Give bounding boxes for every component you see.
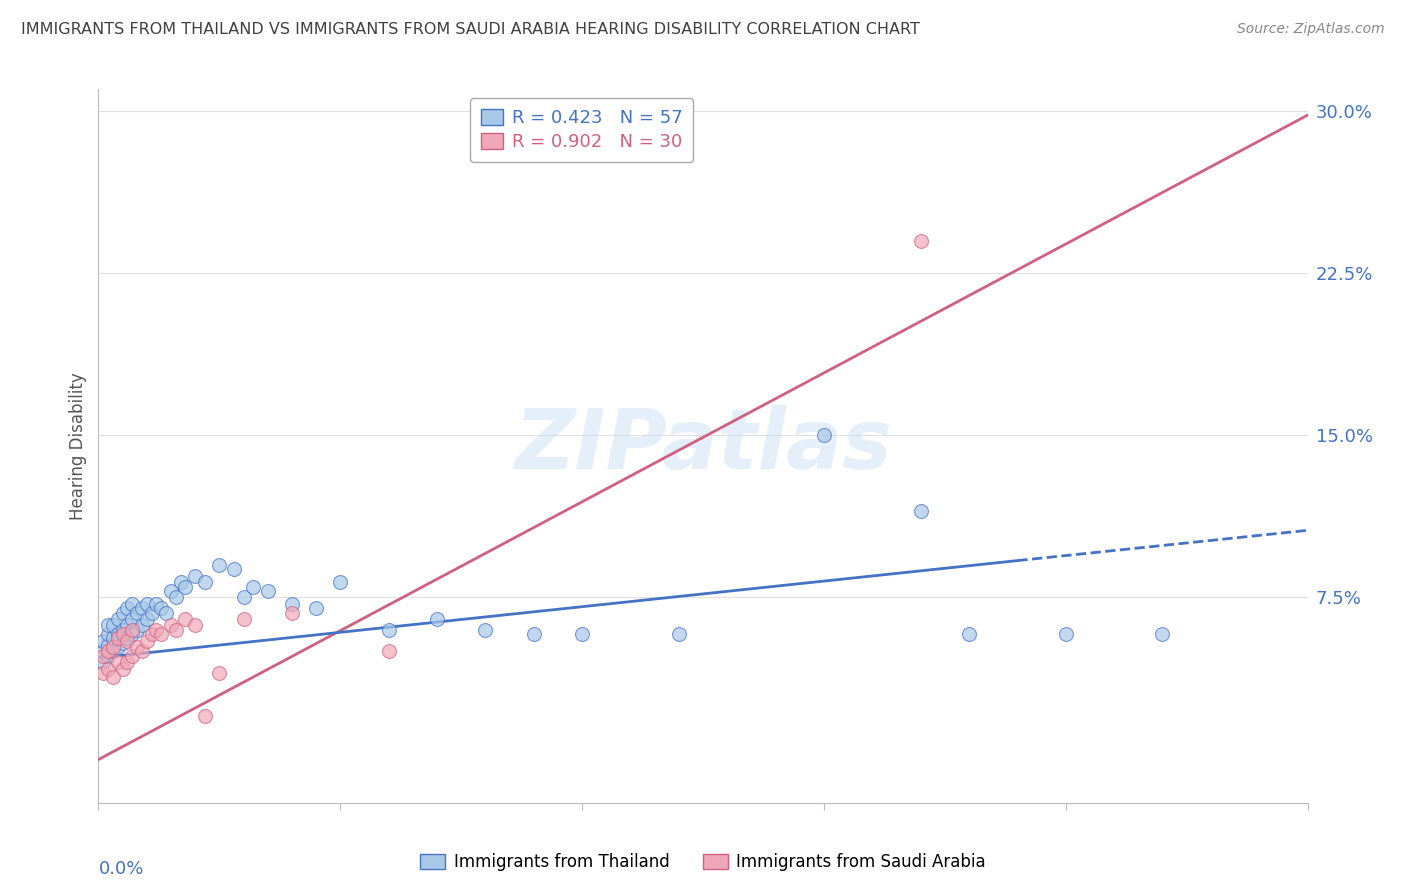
- Point: [101, 618, 124, 632]
- Point: [377, 644, 399, 658]
- Point: [111, 623, 134, 637]
- Point: [141, 627, 163, 641]
- Point: [107, 627, 129, 641]
- Point: [121, 627, 143, 641]
- Point: [91, 644, 114, 658]
- Point: [165, 591, 187, 605]
- Point: [377, 623, 399, 637]
- Point: [165, 623, 187, 637]
- Point: [97, 618, 120, 632]
- Point: [97, 644, 120, 658]
- Point: [232, 591, 254, 605]
- Point: [184, 568, 207, 582]
- Point: [97, 648, 120, 663]
- Point: [117, 632, 139, 646]
- Point: [668, 627, 690, 641]
- Point: [222, 562, 245, 576]
- Point: [121, 612, 143, 626]
- Point: [121, 623, 143, 637]
- Point: [150, 627, 173, 641]
- Point: [111, 636, 134, 650]
- Point: [117, 601, 139, 615]
- Point: [145, 597, 167, 611]
- Point: [117, 618, 139, 632]
- Point: [101, 644, 124, 658]
- Point: [107, 640, 129, 654]
- Point: [155, 606, 177, 620]
- Point: [145, 623, 167, 637]
- Point: [107, 612, 129, 626]
- Point: [141, 606, 163, 620]
- Point: [281, 597, 304, 611]
- Point: [174, 612, 197, 626]
- Point: [194, 709, 217, 723]
- Point: [91, 648, 114, 663]
- Point: [127, 606, 149, 620]
- Point: [131, 601, 153, 615]
- Point: [305, 601, 328, 615]
- Point: [813, 428, 835, 442]
- Point: [131, 644, 153, 658]
- Point: [208, 666, 231, 681]
- Text: 0.0%: 0.0%: [98, 860, 143, 878]
- Point: [910, 234, 932, 248]
- Point: [1152, 627, 1174, 641]
- Point: [135, 612, 157, 626]
- Point: [127, 640, 149, 654]
- Point: [208, 558, 231, 572]
- Point: [329, 575, 352, 590]
- Point: [111, 627, 134, 641]
- Point: [232, 612, 254, 626]
- Point: [97, 662, 120, 676]
- Text: ZIPatlas: ZIPatlas: [515, 406, 891, 486]
- Point: [91, 633, 114, 648]
- Point: [91, 655, 114, 669]
- Point: [135, 633, 157, 648]
- Y-axis label: Hearing Disability: Hearing Disability: [69, 372, 87, 520]
- Point: [474, 623, 496, 637]
- Point: [107, 632, 129, 646]
- Point: [160, 618, 183, 632]
- Point: [107, 655, 129, 669]
- Point: [426, 612, 449, 626]
- Point: [121, 648, 143, 663]
- Point: [121, 597, 143, 611]
- Text: IMMIGRANTS FROM THAILAND VS IMMIGRANTS FROM SAUDI ARABIA HEARING DISABILITY CORR: IMMIGRANTS FROM THAILAND VS IMMIGRANTS F…: [21, 22, 920, 37]
- Point: [523, 627, 546, 641]
- Point: [242, 580, 264, 594]
- Point: [91, 666, 114, 681]
- Point: [127, 623, 149, 637]
- Point: [281, 606, 304, 620]
- Point: [135, 597, 157, 611]
- Point: [131, 618, 153, 632]
- Point: [111, 606, 134, 620]
- Point: [97, 638, 120, 652]
- Point: [150, 601, 173, 615]
- Point: [117, 633, 139, 648]
- Point: [101, 632, 124, 646]
- Legend: R = 0.423   N = 57, R = 0.902   N = 30: R = 0.423 N = 57, R = 0.902 N = 30: [470, 98, 693, 161]
- Point: [957, 627, 980, 641]
- Point: [169, 575, 191, 590]
- Point: [97, 627, 120, 641]
- Point: [571, 627, 593, 641]
- Point: [184, 618, 207, 632]
- Point: [910, 504, 932, 518]
- Point: [194, 575, 217, 590]
- Point: [117, 655, 139, 669]
- Legend: Immigrants from Thailand, Immigrants from Saudi Arabia: Immigrants from Thailand, Immigrants fro…: [412, 845, 994, 880]
- Point: [101, 670, 124, 684]
- Point: [101, 640, 124, 654]
- Point: [1054, 627, 1077, 641]
- Point: [160, 583, 183, 598]
- Point: [256, 583, 278, 598]
- Point: [111, 662, 134, 676]
- Point: [174, 580, 197, 594]
- Text: Source: ZipAtlas.com: Source: ZipAtlas.com: [1237, 22, 1385, 37]
